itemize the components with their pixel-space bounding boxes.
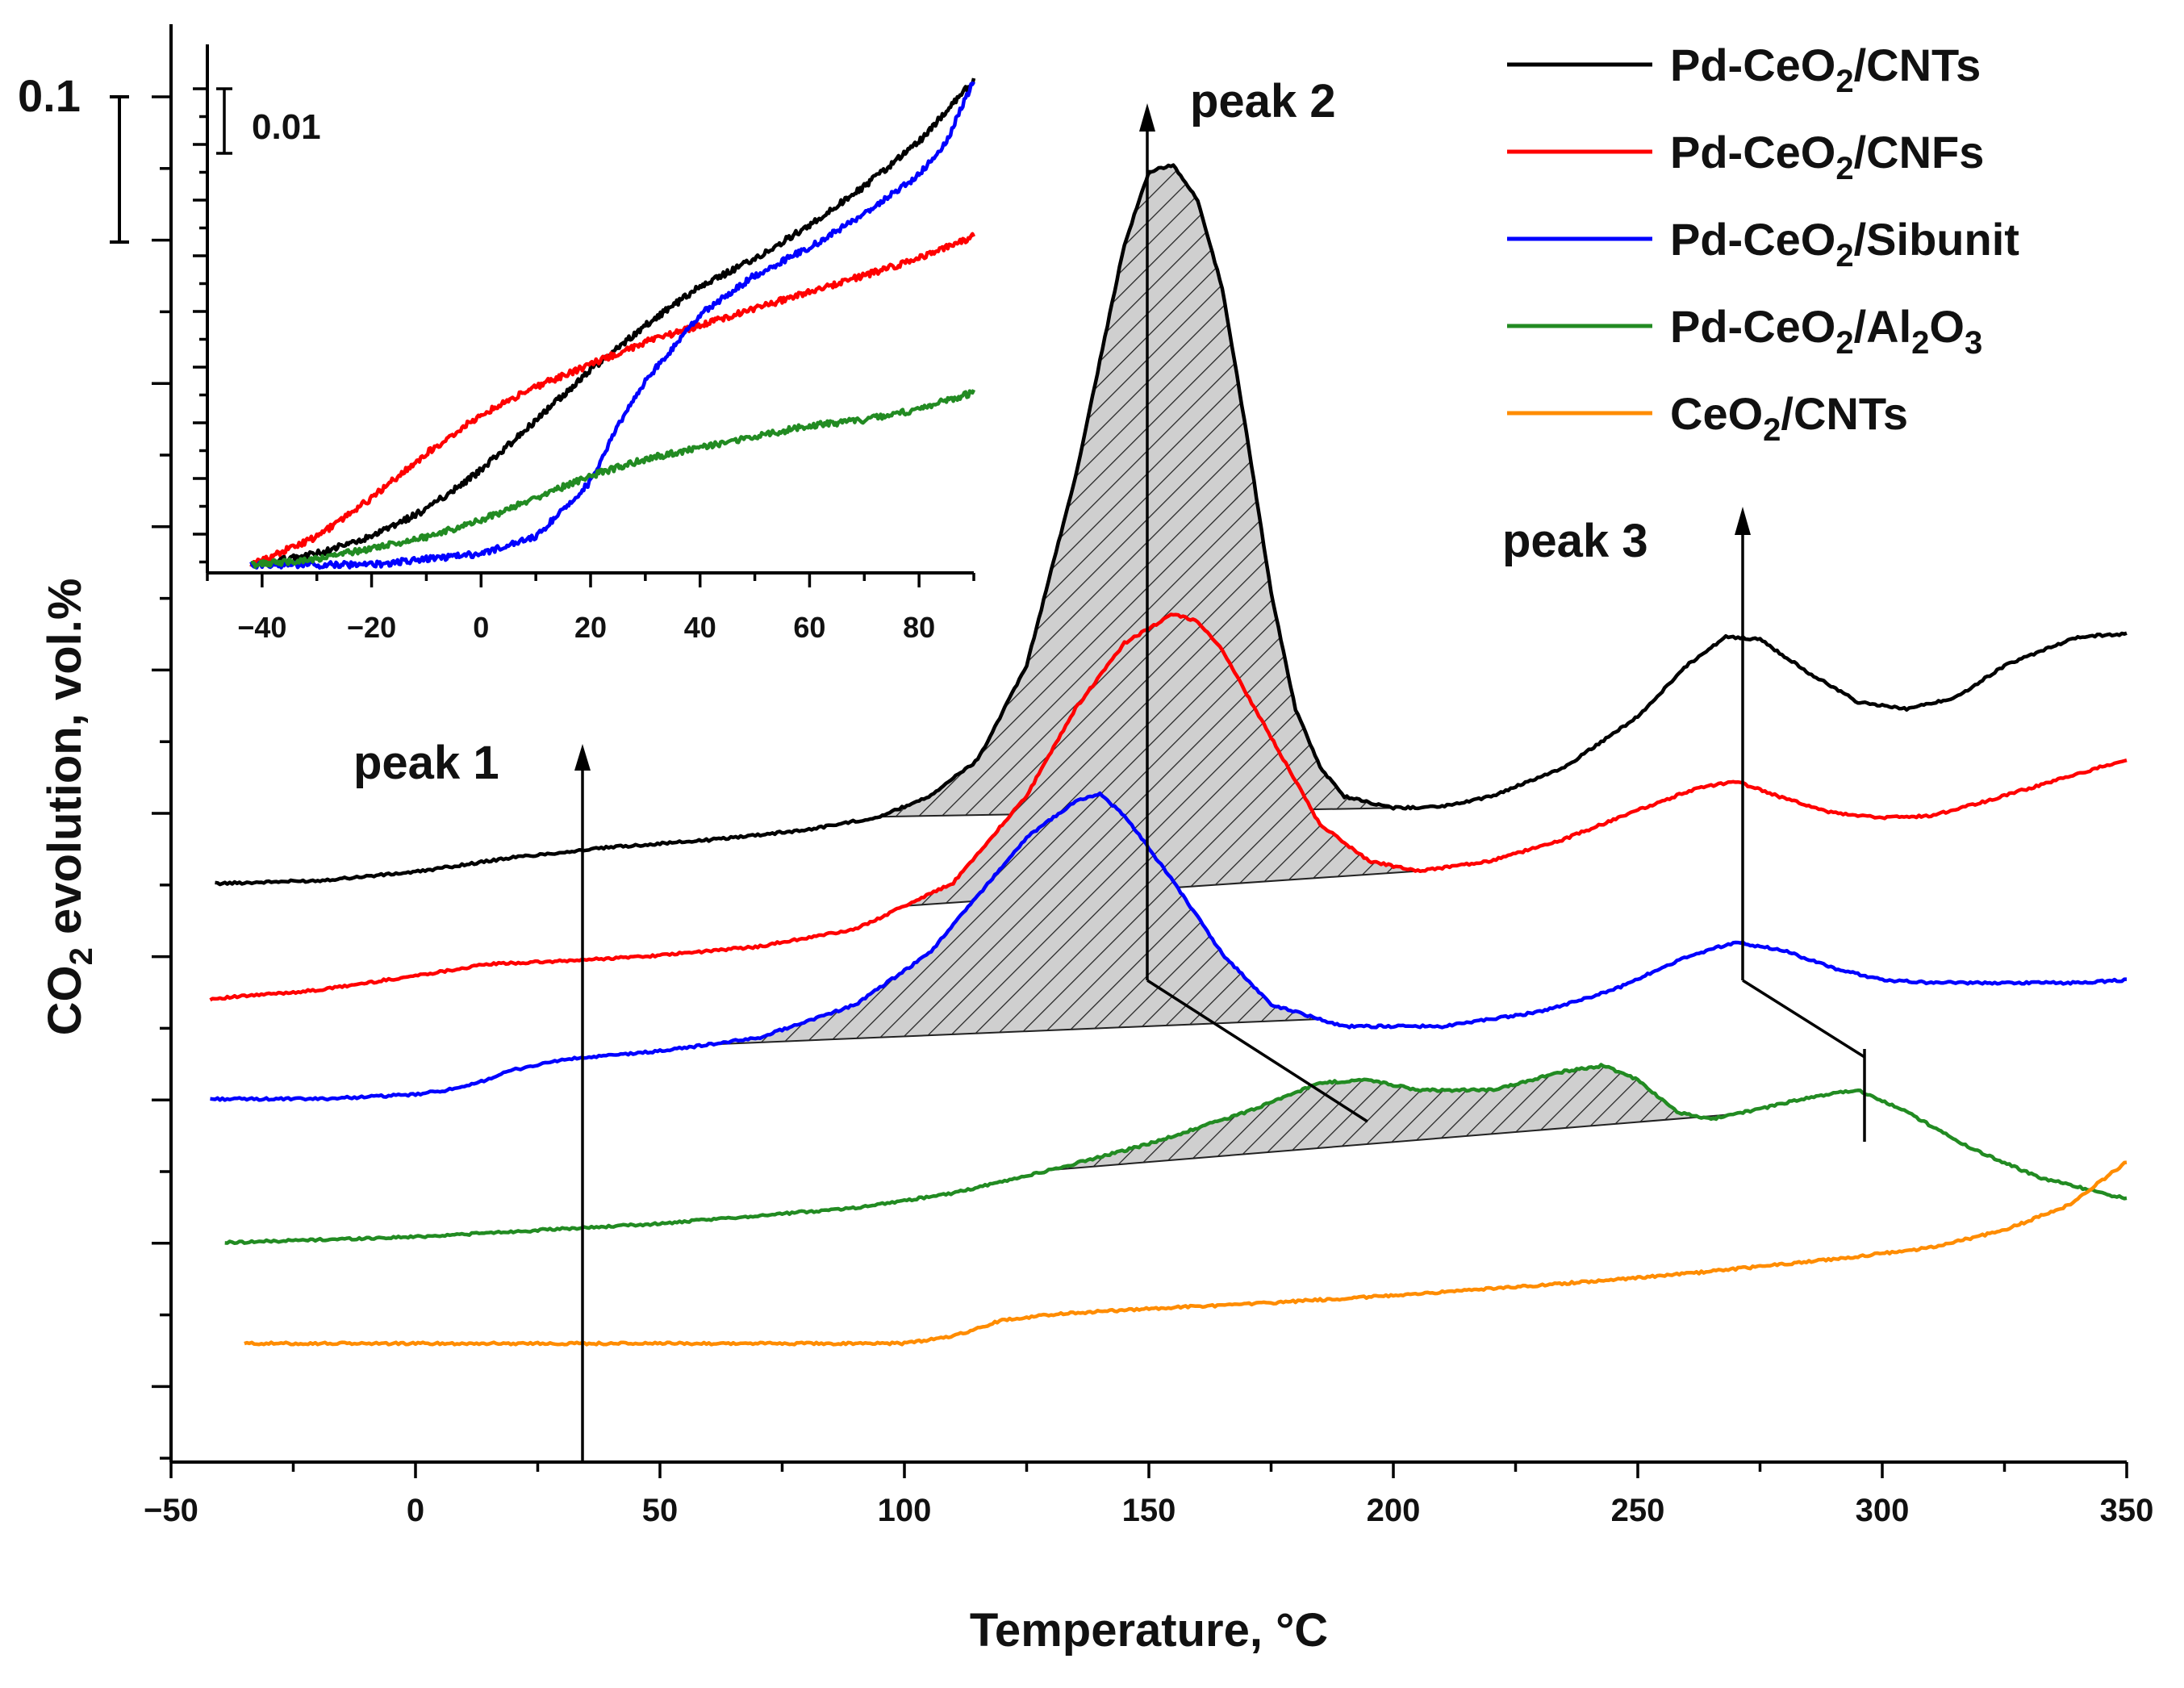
y-axis-title: CO2 evolution, vol.% bbox=[39, 579, 99, 1036]
peak-area-al2o3 bbox=[1050, 1065, 1736, 1170]
y-ticks bbox=[152, 95, 171, 1460]
x-tick-label: 200 bbox=[1367, 1493, 1421, 1528]
series-group bbox=[209, 163, 2128, 1347]
x-tick-label: 50 bbox=[642, 1493, 679, 1528]
series-line-cnts bbox=[215, 163, 2128, 887]
inset-series-line-al2o3 bbox=[250, 389, 976, 570]
series-line-ceo2-cnts bbox=[244, 1160, 2128, 1347]
inset-x-ticks: −40 −20 0 20 40 60 80 bbox=[206, 573, 975, 644]
x-tick-label: 150 bbox=[1122, 1493, 1176, 1528]
scale-bar-main: 0.1 bbox=[18, 70, 129, 244]
inset-series-line-cnts bbox=[249, 77, 976, 566]
inset-x-tick-label: 60 bbox=[793, 611, 825, 644]
legend-label-pd-ceo2-cnts: Pd-CeO2/CNTs bbox=[1670, 40, 1981, 99]
inset-x-tick-label: 80 bbox=[903, 611, 935, 644]
series-line-cnfs bbox=[209, 612, 2128, 1002]
inset-scale-bar: 0.01 bbox=[216, 87, 321, 155]
series-line-sibunit bbox=[210, 791, 2127, 1102]
inset-x-tick-label: 0 bbox=[473, 611, 489, 644]
peak-baseline-sibunit bbox=[708, 1018, 1321, 1046]
legend-label-pd-ceo2-sibunit: Pd-CeO2/Sibunit bbox=[1670, 214, 2019, 274]
x-tick-label: 250 bbox=[1611, 1493, 1665, 1528]
inset-x-tick-label: 40 bbox=[684, 611, 716, 644]
inset-chart: −40 −20 0 20 40 60 80 0.01 bbox=[193, 44, 976, 644]
x-tick-label: 100 bbox=[878, 1493, 932, 1528]
scale-bar-label: 0.1 bbox=[18, 70, 81, 121]
axes: −50 0 50 100 150 200 250 300 350 bbox=[144, 24, 2153, 1528]
x-tick-label: 0 bbox=[407, 1493, 424, 1528]
inset-series-line-cnfs bbox=[249, 232, 976, 568]
peak-area-sibunit bbox=[708, 794, 1321, 1045]
peak-2-label: peak 2 bbox=[1190, 75, 1336, 127]
x-axis-title: Temperature, °C bbox=[970, 1604, 1328, 1657]
peak-area-cnts bbox=[879, 165, 1393, 817]
inset-x-tick-label: 20 bbox=[574, 611, 607, 644]
series-line-al2o3 bbox=[224, 1063, 2128, 1246]
peak-3-label: peak 3 bbox=[1502, 515, 1648, 567]
inset-y-ticks bbox=[193, 87, 207, 564]
x-tick-label: 350 bbox=[2100, 1493, 2154, 1528]
legend-label-pd-ceo2-cnfs: Pd-CeO2/CNFs bbox=[1670, 127, 1984, 186]
inset-series-line-sibunit bbox=[249, 81, 975, 570]
peak-baseline-al2o3 bbox=[1050, 1113, 1736, 1171]
x-tick-label: −50 bbox=[144, 1493, 198, 1528]
legend: Pd-CeO2/CNTs Pd-CeO2/CNFs Pd-CeO2/Sibuni… bbox=[1507, 40, 2019, 448]
x-tick-label: 300 bbox=[1856, 1493, 1910, 1528]
x-ticks: −50 0 50 100 150 200 250 300 350 bbox=[144, 1462, 2153, 1528]
peak-arrows: peak 1 peak 2 peak 3 bbox=[353, 75, 1866, 1460]
peak-1-label: peak 1 bbox=[353, 737, 499, 789]
legend-label-pd-ceo2-al2o3: Pd-CeO2/Al2O3 bbox=[1670, 301, 1982, 361]
inset-x-tick-label: −20 bbox=[347, 611, 396, 644]
inset-x-tick-label: −40 bbox=[237, 611, 286, 644]
inset-scale-bar-label: 0.01 bbox=[252, 107, 321, 147]
inset-series-group bbox=[249, 77, 976, 570]
legend-label-ceo2-cnts: CeO2/CNTs bbox=[1670, 388, 1908, 448]
